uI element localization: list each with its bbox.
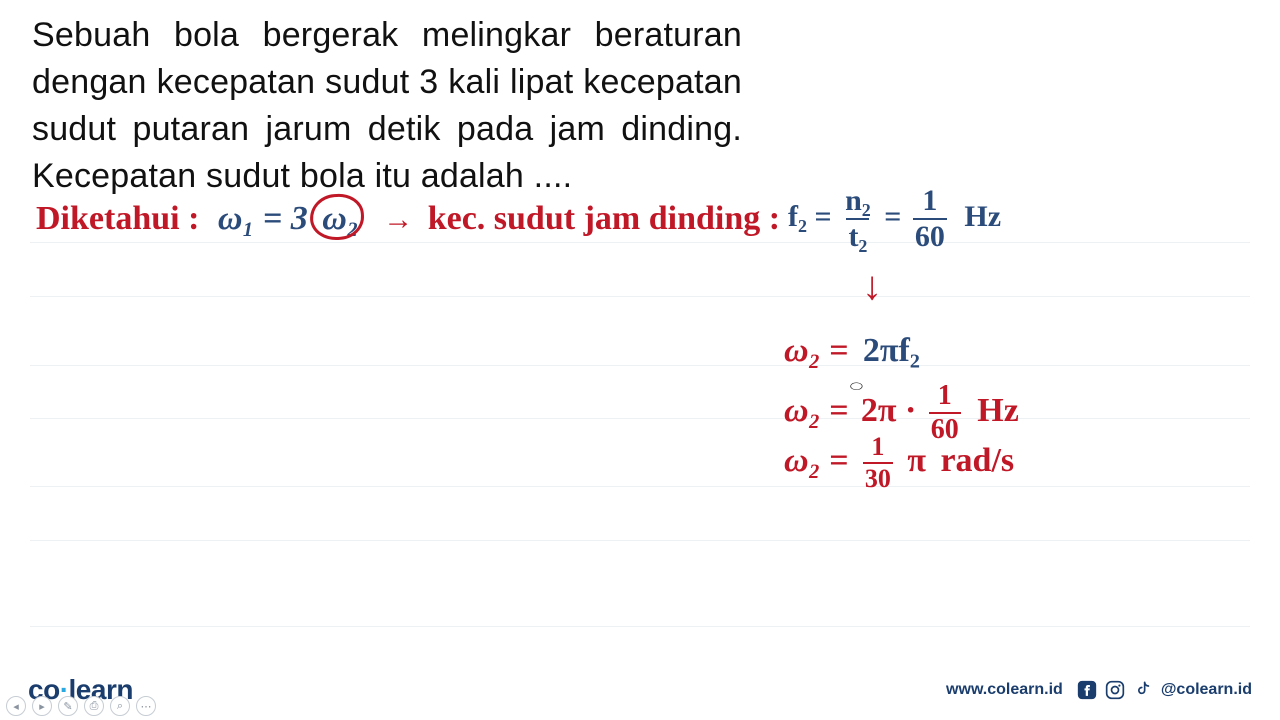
instagram-icon[interactable]: [1105, 680, 1125, 700]
player-controls: ◂ ▸ ✎ ⎙ ⌕ ⋯: [6, 696, 156, 716]
w2-l1-left: ω₂ =: [784, 332, 848, 369]
unit-hz-1: Hz: [964, 200, 1001, 233]
prev-icon[interactable]: ◂: [6, 696, 26, 716]
frac-1a: 1: [920, 186, 939, 218]
w2-l3-den: 30: [863, 462, 893, 492]
next-icon[interactable]: ▸: [32, 696, 52, 716]
w2-l2-left: ω₂ =: [784, 392, 848, 429]
zoom-icon[interactable]: ⌕: [110, 696, 130, 716]
print-icon[interactable]: ⎙: [84, 696, 104, 716]
w2-l3-unit: rad/s: [940, 442, 1014, 479]
frac-n2: n₂: [843, 186, 873, 218]
label-diketahui: Diketahui :: [36, 200, 199, 237]
frac-t2: t₂: [846, 218, 869, 252]
pen-icon[interactable]: ✎: [58, 696, 78, 716]
more-icon[interactable]: ⋯: [136, 696, 156, 716]
w2-l3-left: ω₂ =: [784, 442, 848, 479]
arrow-right: →: [383, 203, 413, 236]
tiktok-icon[interactable]: [1133, 680, 1153, 700]
w2-l2-num: 1: [936, 382, 954, 412]
cursor-icon: ⬭: [850, 378, 863, 395]
w2-l2-hz: Hz: [977, 392, 1019, 429]
label-kec-sudut: kec. sudut jam dinding :: [428, 200, 780, 237]
footer-url[interactable]: www.colearn.id: [946, 681, 1063, 699]
f2-eq: f₂ =: [788, 200, 832, 233]
w2-l3-num: 1: [869, 434, 886, 462]
w2-l3-pi: π: [907, 442, 926, 479]
down-arrow: ↓: [862, 262, 882, 309]
footer-social: @colearn.id: [1077, 680, 1252, 700]
footer: co·learn www.colearn.id @colearn.id: [28, 678, 1252, 702]
w2-l1-right: 2πf₂: [863, 332, 920, 369]
facebook-icon[interactable]: [1077, 680, 1097, 700]
omega1-eq-3: ω₁ = 3: [218, 200, 308, 237]
footer-handle[interactable]: @colearn.id: [1161, 681, 1252, 699]
eq1: =: [884, 200, 901, 233]
problem-text: Sebuah bola bergerak melingkar beraturan…: [32, 12, 742, 200]
w2-l2-mid: 2π ·: [861, 392, 916, 429]
frac-60a: 60: [913, 218, 947, 252]
